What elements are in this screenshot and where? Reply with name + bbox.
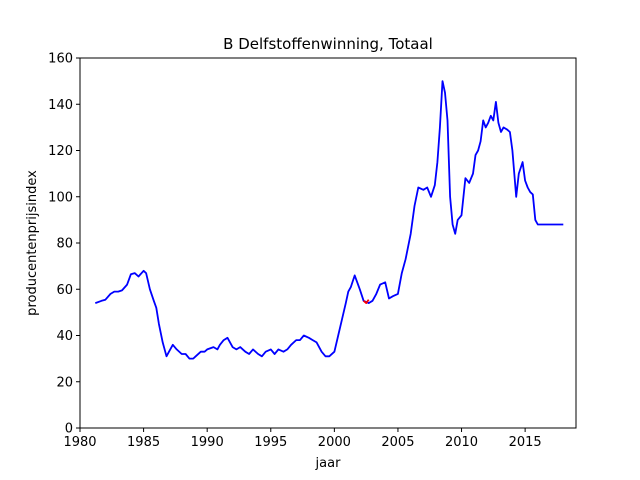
x-tick-label: 2015 xyxy=(509,435,542,450)
plot-frame xyxy=(79,57,577,429)
y-tick-label: 0 xyxy=(65,422,73,437)
y-tick-label: 60 xyxy=(56,283,73,298)
y-axis-label: producentenprijsindex xyxy=(25,170,40,316)
y-tick-label: 160 xyxy=(48,52,73,67)
x-tick-label: 1990 xyxy=(191,435,224,450)
y-tick-label: 80 xyxy=(56,237,73,252)
x-tick-label: 2010 xyxy=(445,435,478,450)
x-tick-label: 1985 xyxy=(127,435,160,450)
x-tick-label: 1995 xyxy=(254,435,287,450)
y-tick-label: 40 xyxy=(56,329,73,344)
series-layer xyxy=(94,80,564,360)
y-tick-label: 100 xyxy=(48,190,73,205)
ticks-layer: 1980 1985 1990 1995 2000 2005 2010 2015 0 20 40 60 8… xyxy=(48,52,542,451)
x-tick-label: 2005 xyxy=(381,435,414,450)
y-tick-label: 140 xyxy=(48,98,73,113)
series-line-2 xyxy=(363,299,370,305)
chart-title: B Delfstoffenwinning, Totaal xyxy=(223,35,433,53)
x-tick-label: 1980 xyxy=(63,435,96,450)
y-tick-label: 20 xyxy=(56,375,73,390)
x-axis-label: jaar xyxy=(315,456,342,471)
series-line-1 xyxy=(94,80,564,360)
x-tick-label: 2000 xyxy=(318,435,351,450)
y-tick-label: 120 xyxy=(48,144,73,159)
